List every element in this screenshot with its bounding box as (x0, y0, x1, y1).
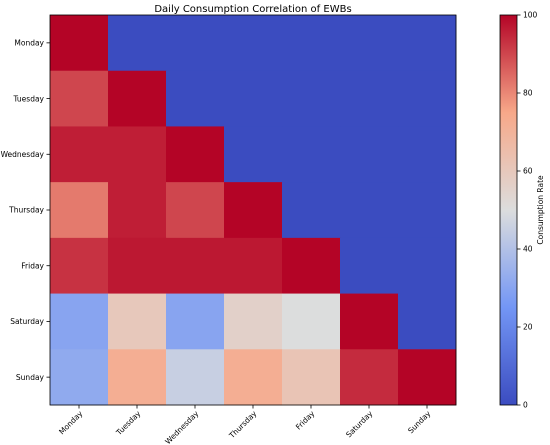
y-tick-label: Tuesday (12, 94, 44, 103)
heatmap-cell (340, 70, 399, 127)
y-tick-label: Monday (14, 39, 44, 48)
y-tick-label: Wednesday (1, 150, 45, 159)
heatmap-cell (108, 15, 167, 72)
heatmap-cell (282, 349, 341, 406)
y-tick-label: Saturday (10, 317, 44, 326)
heatmap-cell (50, 293, 109, 350)
heatmap-cell (50, 70, 109, 127)
heatmap-cell (224, 126, 283, 183)
heatmap-cell (108, 293, 167, 350)
heatmap-cell (282, 15, 341, 72)
heatmap-cell (340, 15, 399, 72)
colorbar-tick-label: 80 (523, 89, 533, 98)
heatmap-cell (340, 182, 399, 239)
colorbar-ticks: 0 20 40 60 80 100 (517, 11, 538, 410)
x-tick-label: Sunday (406, 409, 433, 436)
heatmap-cell (50, 126, 109, 183)
heatmap-cell (340, 293, 399, 350)
heatmap-cell (50, 237, 109, 294)
heatmap-cell (50, 182, 109, 239)
heatmap-cell (282, 293, 341, 350)
heatmap-cell (166, 237, 225, 294)
x-tick-label: Monday (57, 409, 85, 437)
colorbar-tick-label: 20 (523, 323, 533, 332)
x-tick-label: Friday (294, 409, 317, 432)
y-tick-label: Thursday (8, 206, 44, 215)
heatmap-cell (398, 237, 457, 294)
x-tick-label: Saturday (344, 409, 375, 440)
x-tick-label: Thursday (227, 409, 259, 441)
x-tick-label: Tuesday (114, 409, 143, 438)
heatmap-cell (108, 237, 167, 294)
heatmap-cell (282, 182, 341, 239)
heatmap-cell (340, 237, 399, 294)
heatmap-cell (224, 349, 283, 406)
colorbar (499, 14, 518, 406)
heatmap-cell (282, 237, 341, 294)
chart-title: Daily Consumption Correlation of EWBs (154, 4, 351, 15)
heatmap-cell (108, 70, 167, 127)
x-axis: Monday Tuesday Wednesday Thursday Friday Satu… (57, 405, 433, 445)
heatmap-cell (50, 15, 109, 72)
heatmap-cell (166, 70, 225, 127)
colorbar-tick-label: 60 (523, 167, 533, 176)
heatmap-cell (282, 70, 341, 127)
heatmap-cell (340, 349, 399, 406)
heatmap-cell (108, 182, 167, 239)
heatmap-cell (224, 237, 283, 294)
heatmap-cell (166, 182, 225, 239)
heatmap-cell (108, 126, 167, 183)
heatmap-cell (166, 293, 225, 350)
colorbar-label: Consumption Rate (536, 175, 545, 245)
heatmap-cell (282, 126, 341, 183)
colorbar-tick-label: 40 (523, 245, 533, 254)
heatmap-cells (50, 15, 457, 406)
x-tick-label: Wednesday (163, 409, 200, 445)
heatmap-cell (398, 349, 457, 406)
colorbar-tick-label: 100 (523, 11, 538, 20)
heatmap-cell (224, 293, 283, 350)
colorbar-tick-label: 0 (523, 401, 528, 410)
y-tick-label: Friday (21, 261, 44, 270)
heatmap-cell (398, 126, 457, 183)
heatmap-cell (224, 15, 283, 72)
heatmap-cell (224, 182, 283, 239)
y-axis: Monday Tuesday Wednesday Thursday Friday Satu… (1, 39, 50, 382)
heatmap-cell (398, 15, 457, 72)
heatmap-cell (108, 349, 167, 406)
heatmap-cell (166, 349, 225, 406)
heatmap-cell (340, 126, 399, 183)
heatmap-cell (398, 70, 457, 127)
heatmap-cell (398, 293, 457, 350)
heatmap-cell (398, 182, 457, 239)
heatmap-cell (166, 15, 225, 72)
heatmap-cell (50, 349, 109, 406)
heatmap-cell (166, 126, 225, 183)
heatmap-cell (224, 70, 283, 127)
y-tick-label: Sunday (16, 373, 45, 382)
